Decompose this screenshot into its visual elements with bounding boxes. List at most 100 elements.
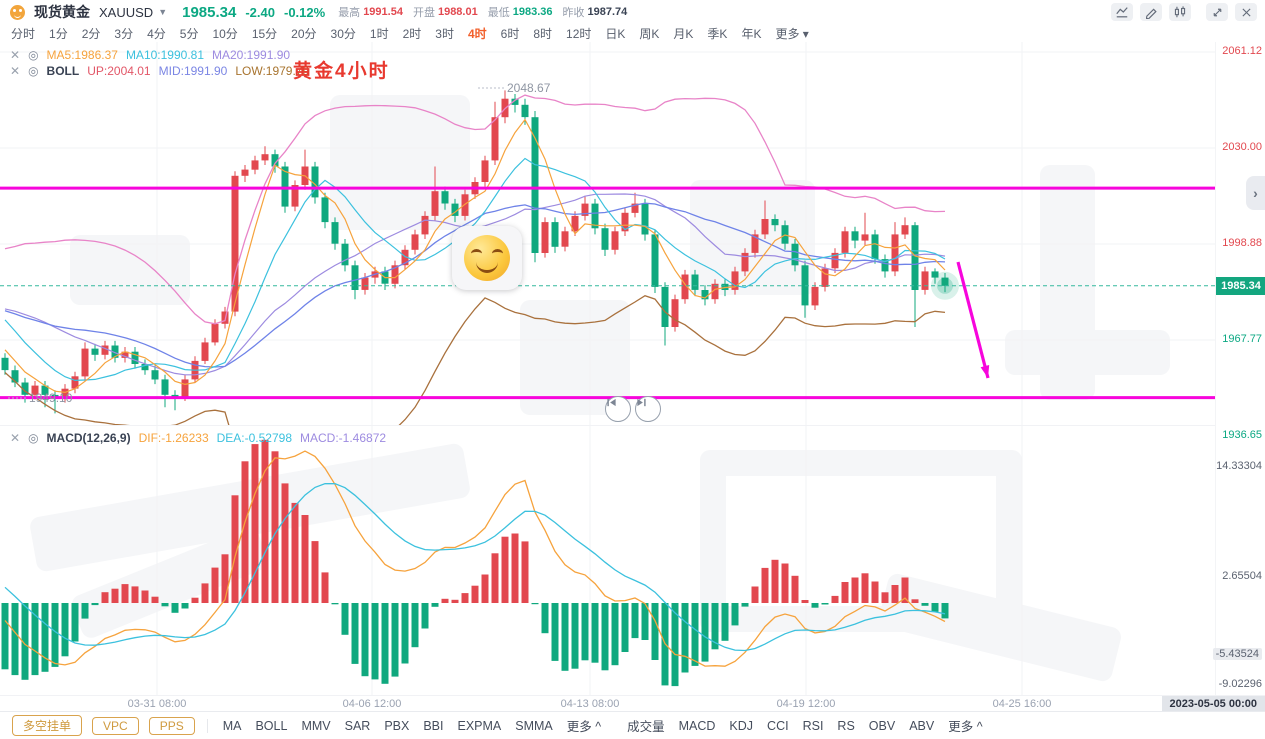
quote-stats: 最高 1991.54 开盘 1988.01 最低 1983.36 昨收 1987.74	[338, 4, 627, 20]
macd-legend: ✕ ◎ MACD(12,26,9) DIF:-1.26233 DEA:-0.52…	[10, 431, 386, 445]
skip-to-end-button[interactable]	[635, 396, 661, 422]
sub-indicator-CCI[interactable]: CCI	[767, 718, 789, 733]
order-button-VPC[interactable]: VPC	[92, 716, 139, 735]
sub-indicator-RS[interactable]: RS	[837, 718, 855, 733]
macd-panel[interactable]: ✕ ◎ MACD(12,26,9) DIF:-1.26233 DEA:-0.52…	[0, 425, 1215, 696]
timeframe-tab-4时[interactable]: 4时	[467, 26, 487, 41]
close-icon[interactable]: ✕	[10, 431, 21, 445]
main-indicator-MMV[interactable]: MMV	[301, 718, 331, 733]
sub-indicator-MACD[interactable]: MACD	[678, 718, 716, 733]
timeframe-tab-12时[interactable]: 12时	[566, 26, 592, 41]
ma-legend: ✕ ◎ MA5:1986.37 MA10:1990.81 MA20:1991.9…	[10, 48, 290, 62]
macd-axis-label: 2.65504	[1222, 570, 1262, 582]
panel-toggle-chevron[interactable]: ›	[1246, 176, 1265, 210]
stat-最低: 最低 1983.36	[487, 6, 553, 19]
main-indicator-SMMA[interactable]: SMMA	[515, 718, 553, 733]
timeframe-tab-4分[interactable]: 4分	[147, 26, 166, 41]
last-price: 1985.34	[182, 3, 237, 21]
timeframe-tab-月K[interactable]: 月K	[673, 26, 694, 41]
timeframe-tab-1分[interactable]: 1分	[49, 26, 68, 41]
timeframe-tab-2时[interactable]: 2时	[402, 26, 422, 41]
price-axis: 2061.12 2030.00 1998.88 1967.77 1936.65 1985.…	[1212, 42, 1265, 712]
main-indicator-EXPMA[interactable]: EXPMA	[457, 718, 502, 733]
close-icon[interactable]	[1235, 3, 1257, 21]
divider	[206, 718, 208, 733]
ma5-value: MA5:1986.37	[46, 48, 118, 62]
timeframe-tab-6时[interactable]: 6时	[500, 26, 520, 41]
date-axis: 03-31 08:00 04-06 12:00 04-13 08:00 04-19 1…	[0, 695, 1265, 713]
gear-icon[interactable]: ◎	[28, 48, 39, 62]
main-chart-panel[interactable]: 2048.67 1949.10 ✕ ◎ MA5:1986.37 MA10:1990…	[0, 42, 1215, 425]
main-indicator-BBI[interactable]: BBI	[423, 718, 444, 733]
price-axis-label: 2030.00	[1222, 141, 1262, 153]
trend-icon[interactable]	[1111, 3, 1133, 21]
timeframe-tab-5分[interactable]: 5分	[179, 26, 199, 41]
sub-indicator-更多[interactable]: 更多 ^	[948, 720, 983, 734]
macd-axis-label: -5.43524	[1212, 648, 1262, 660]
main-indicator-BOLL[interactable]: BOLL	[255, 718, 288, 733]
price-axis-label: 1998.88	[1222, 237, 1262, 249]
chevron-down-icon[interactable]: ▼	[158, 7, 168, 17]
main-indicator-SAR[interactable]: SAR	[344, 718, 371, 733]
timeframe-tab-3时[interactable]: 3时	[435, 26, 454, 41]
timeframe-tab-15分[interactable]: 15分	[251, 26, 278, 41]
timeframe-tab-年K[interactable]: 年K	[741, 26, 762, 41]
timeframe-tab-3分[interactable]: 3分	[114, 26, 134, 41]
price-axis-label: 2061.12	[1222, 45, 1262, 57]
timeframe-tab-10分[interactable]: 10分	[212, 26, 238, 41]
timeframe-tab-季K[interactable]: 季K	[707, 26, 728, 41]
timeframe-tab-30分[interactable]: 30分	[330, 26, 356, 41]
emoji-sticker[interactable]	[452, 226, 522, 290]
order-button-多空挂单[interactable]: 多空挂单	[12, 715, 83, 736]
sub-indicator-RSI[interactable]: RSI	[802, 718, 824, 733]
close-icon[interactable]: ✕	[10, 48, 21, 62]
candlestick-chart[interactable]: 2048.67 1949.10	[0, 42, 1215, 425]
current-price-badge: 1985.34	[1216, 277, 1265, 295]
date-label: 04-06 12:00	[342, 698, 402, 710]
sub-indicator-OBV[interactable]: OBV	[868, 718, 896, 733]
gold-logo-icon	[10, 4, 25, 20]
main-indicator-PBX[interactable]: PBX	[384, 718, 410, 733]
macd-name: MACD(12,26,9)	[46, 431, 131, 445]
resize-icon[interactable]	[1206, 3, 1228, 21]
bottom-toolbar: 多空挂单 VPC PPS MA BOLL MMV SAR PBX BBI EXPMA SMMA 更多…	[0, 711, 1265, 739]
timeframe-tab-1时[interactable]: 1时	[369, 26, 389, 41]
dea-value: DEA:-0.52798	[216, 431, 293, 445]
main-indicator-MA[interactable]: MA	[222, 718, 242, 733]
close-icon[interactable]: ✕	[10, 64, 21, 78]
sub-indicator-ABV[interactable]: ABV	[909, 718, 935, 733]
timeframe-tab-更多[interactable]: 更多 ▾	[775, 26, 809, 41]
timeframe-tab-2分[interactable]: 2分	[81, 26, 101, 41]
boll-mid-value: MID:1991.90	[158, 64, 228, 78]
instrument-symbol[interactable]: XAUUSD	[99, 4, 154, 20]
timeframe-tab-周K[interactable]: 周K	[639, 26, 660, 41]
timeframe-tab-8时[interactable]: 8时	[533, 26, 553, 41]
stat-最高: 最高 1991.54	[338, 6, 403, 19]
stat-开盘: 开盘 1988.01	[412, 6, 478, 19]
timeframe-tab-分时[interactable]: 分时	[11, 26, 36, 41]
watermark	[1005, 330, 1170, 375]
main-indicator-tabs: MA BOLL MMV SAR PBX BBI EXPMA SMMA 更多 ^	[216, 716, 608, 735]
order-button-PPS[interactable]: PPS	[148, 716, 195, 735]
macd-chart[interactable]	[0, 426, 1215, 696]
gear-icon[interactable]: ◎	[28, 431, 39, 445]
timeframe-tab-日K[interactable]: 日K	[605, 26, 626, 41]
price-axis-label: 1967.77	[1222, 333, 1262, 345]
date-label: 03-31 08:00	[127, 698, 187, 710]
skip-to-start-button[interactable]	[605, 396, 631, 422]
main-indicator-更多[interactable]: 更多 ^	[566, 720, 602, 734]
candle-icon[interactable]	[1169, 3, 1191, 21]
timeframe-tab-20分[interactable]: 20分	[291, 26, 317, 41]
price-change-pct: -0.12%	[283, 4, 326, 20]
sub-indicator-成交量[interactable]: 成交量	[627, 720, 665, 734]
price-change: -2.40	[245, 4, 275, 20]
dif-value: DIF:-1.26233	[138, 431, 209, 445]
draw-icon[interactable]	[1140, 3, 1162, 21]
svg-text:1949.10: 1949.10	[29, 391, 73, 405]
gear-icon[interactable]: ◎	[28, 64, 39, 78]
date-label: 04-19 12:00	[776, 698, 836, 710]
sub-indicator-KDJ[interactable]: KDJ	[729, 718, 754, 733]
end-timestamp: 2023-05-05 00:00	[1161, 696, 1265, 713]
watermark	[70, 235, 190, 305]
